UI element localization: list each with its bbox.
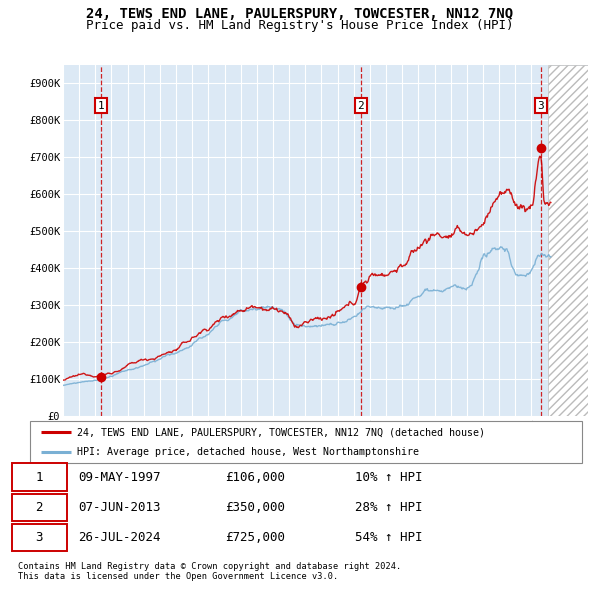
FancyBboxPatch shape xyxy=(30,421,582,463)
Text: 2: 2 xyxy=(358,100,364,110)
Text: Contains HM Land Registry data © Crown copyright and database right 2024.
This d: Contains HM Land Registry data © Crown c… xyxy=(18,562,401,581)
Text: 54% ↑ HPI: 54% ↑ HPI xyxy=(355,531,422,544)
Text: 3: 3 xyxy=(35,531,43,544)
Text: 07-JUN-2013: 07-JUN-2013 xyxy=(78,501,161,514)
Text: 1: 1 xyxy=(98,100,104,110)
FancyBboxPatch shape xyxy=(12,463,67,491)
Text: 3: 3 xyxy=(537,100,544,110)
Text: £725,000: £725,000 xyxy=(225,531,285,544)
Bar xyxy=(548,65,588,416)
Text: 26-JUL-2024: 26-JUL-2024 xyxy=(78,531,161,544)
Text: 2: 2 xyxy=(35,501,43,514)
Text: £106,000: £106,000 xyxy=(225,471,285,484)
FancyBboxPatch shape xyxy=(12,524,67,551)
Text: 28% ↑ HPI: 28% ↑ HPI xyxy=(355,501,422,514)
Text: £350,000: £350,000 xyxy=(225,501,285,514)
FancyBboxPatch shape xyxy=(12,493,67,521)
Text: 24, TEWS END LANE, PAULERSPURY, TOWCESTER, NN12 7NQ: 24, TEWS END LANE, PAULERSPURY, TOWCESTE… xyxy=(86,7,514,21)
Text: HPI: Average price, detached house, West Northamptonshire: HPI: Average price, detached house, West… xyxy=(77,447,419,457)
Text: 24, TEWS END LANE, PAULERSPURY, TOWCESTER, NN12 7NQ (detached house): 24, TEWS END LANE, PAULERSPURY, TOWCESTE… xyxy=(77,427,485,437)
Text: 1: 1 xyxy=(35,471,43,484)
Text: 10% ↑ HPI: 10% ↑ HPI xyxy=(355,471,422,484)
Text: Price paid vs. HM Land Registry's House Price Index (HPI): Price paid vs. HM Land Registry's House … xyxy=(86,19,514,32)
Text: 09-MAY-1997: 09-MAY-1997 xyxy=(78,471,161,484)
